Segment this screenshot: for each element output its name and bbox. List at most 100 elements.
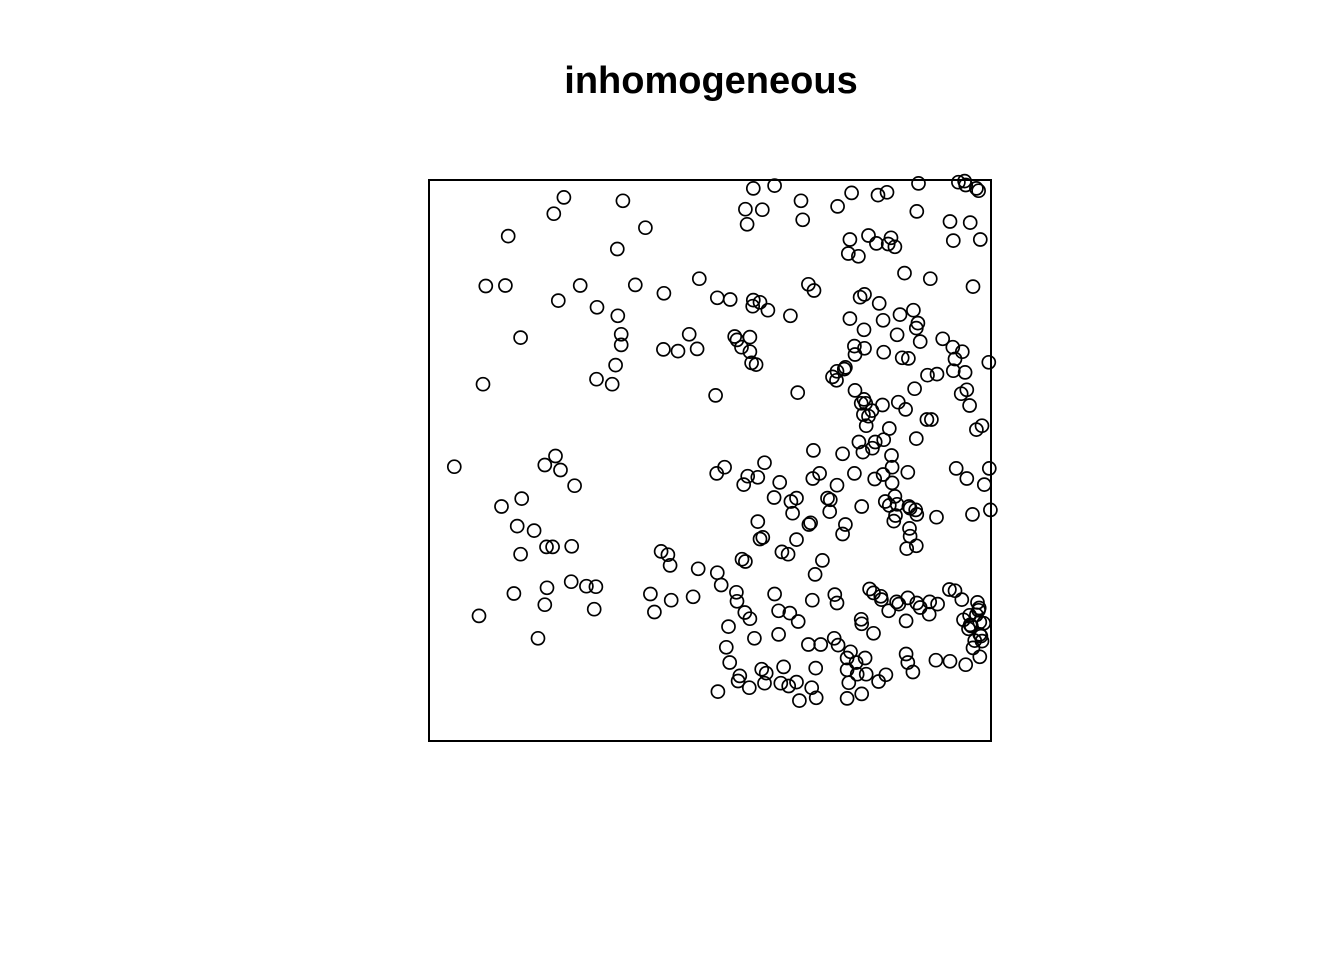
data-point [822, 504, 838, 519]
data-point [858, 666, 874, 682]
chart-title: inhomogeneous [564, 60, 857, 102]
data-point [886, 513, 902, 529]
data-point [983, 502, 998, 518]
data-point [545, 539, 560, 555]
data-point [721, 619, 736, 634]
data-point [757, 675, 772, 691]
data-point [801, 637, 816, 652]
data-point [546, 206, 562, 222]
data-point [513, 330, 528, 345]
data-point [838, 517, 853, 532]
data-point [813, 637, 829, 652]
data-point [789, 674, 804, 690]
data-point [494, 499, 509, 514]
data-point [972, 232, 988, 247]
data-point [526, 523, 542, 538]
data-point [740, 468, 756, 484]
data-point [807, 567, 823, 582]
data-point [853, 611, 869, 627]
data-point [920, 367, 935, 383]
data-point [789, 490, 804, 506]
data-point [942, 214, 958, 229]
data-point [942, 653, 958, 669]
data-point [884, 475, 900, 491]
data-point [839, 691, 855, 706]
data-point [738, 554, 753, 569]
data-point [854, 686, 870, 702]
data-point [709, 565, 725, 581]
data-point [871, 674, 886, 689]
data-point [792, 693, 807, 708]
data-point [783, 308, 798, 324]
data-point [506, 586, 522, 601]
data-point [610, 308, 626, 324]
data-point [822, 492, 838, 508]
data-point [965, 507, 980, 522]
data-point [969, 181, 984, 196]
data-point [847, 347, 863, 362]
data-point [734, 551, 750, 567]
data-point [790, 385, 806, 400]
data-point [729, 584, 744, 600]
data-point [773, 675, 789, 691]
data-point [870, 187, 886, 203]
data-point [734, 339, 749, 355]
data-point [922, 271, 938, 287]
data-point [812, 466, 827, 481]
data-point [537, 597, 553, 613]
data-point [972, 649, 988, 665]
data-point [836, 361, 852, 377]
data-point [892, 307, 908, 322]
data-point [852, 289, 868, 305]
data-point [908, 431, 924, 446]
data-point [780, 546, 796, 562]
data-point [829, 363, 845, 379]
data-point [767, 178, 782, 193]
data-point [858, 418, 874, 434]
data-point [643, 586, 658, 602]
data-point [838, 360, 853, 375]
data-point [691, 271, 707, 287]
data-point [579, 578, 594, 594]
data-point [898, 402, 913, 417]
data-point [909, 204, 925, 219]
data-point [861, 228, 876, 243]
data-point [662, 558, 678, 573]
data-point [586, 601, 602, 617]
data-point [757, 455, 772, 471]
data-point [760, 302, 776, 318]
data-point [945, 363, 961, 379]
data-point [835, 446, 850, 462]
data-point [869, 236, 884, 251]
data-point [771, 627, 786, 642]
data-point [827, 587, 843, 602]
data-point [548, 448, 563, 464]
data-point [875, 467, 891, 482]
data-point [539, 539, 554, 555]
data-point [897, 265, 912, 281]
data-point [739, 216, 755, 232]
data-point [750, 469, 766, 485]
data-point [722, 655, 738, 670]
data-point [806, 443, 821, 458]
data-point [589, 371, 604, 387]
data-point [910, 315, 926, 331]
data-point [873, 588, 889, 604]
data-point [717, 459, 732, 475]
data-point [961, 621, 976, 637]
data-point [888, 508, 903, 523]
data-point [884, 459, 900, 475]
data-point [958, 177, 974, 193]
data-point [908, 538, 924, 554]
data-point [867, 471, 883, 487]
data-point [844, 185, 859, 201]
data-point [851, 434, 867, 450]
data-point [919, 412, 935, 427]
data-point [856, 322, 872, 338]
data-point [965, 279, 981, 294]
data-point [902, 521, 917, 536]
data-point [829, 477, 845, 493]
data-point [835, 526, 850, 542]
data-point [894, 350, 910, 366]
data-point [615, 193, 631, 209]
